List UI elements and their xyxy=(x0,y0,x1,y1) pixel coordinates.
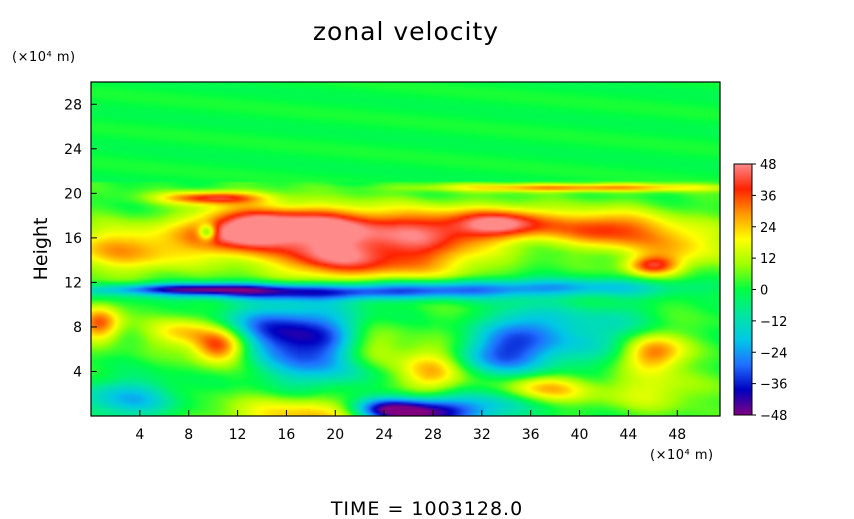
x-axis-ticks: 4 8 12 16 20 24 28 32 36 40 44 48 xyxy=(135,410,686,443)
x-tick-label: 4 xyxy=(135,427,144,443)
x-tick-label: 20 xyxy=(326,427,344,443)
colorbar-tick-label: 12 xyxy=(760,252,777,267)
x-tick-label: 8 xyxy=(184,427,193,443)
colorbar-ticks: 48 36 24 12 0 −12 −24 −36 −48 xyxy=(752,158,787,424)
x-tick-label: 32 xyxy=(473,427,491,443)
chart-title: zonal velocity xyxy=(313,17,499,46)
y-axis-unit: (×10⁴ m) xyxy=(12,50,76,65)
colorbar-tick-label: −36 xyxy=(760,378,787,393)
colorbar-tick-label: −12 xyxy=(760,315,787,330)
colorbar: 48 36 24 12 0 −12 −24 −36 −48 xyxy=(733,158,787,424)
x-axis-unit: (×10⁴ m) xyxy=(650,448,714,463)
time-label: TIME = 1003128.0 xyxy=(330,498,523,519)
x-tick-label: 28 xyxy=(424,427,442,443)
colorbar-tick-label: 0 xyxy=(760,284,768,299)
y-tick-label: 20 xyxy=(64,186,82,202)
plot-area xyxy=(90,81,721,417)
colorbar-tick-label: 48 xyxy=(760,158,777,173)
colorbar-tick-label: −48 xyxy=(760,409,787,424)
y-tick-label: 28 xyxy=(64,97,82,113)
colorbar-tick-label: −24 xyxy=(760,346,787,361)
colorbar-tick-label: 24 xyxy=(760,221,777,236)
x-tick-label: 48 xyxy=(668,427,686,443)
y-tick-label: 4 xyxy=(73,364,82,380)
x-tick-label: 40 xyxy=(571,427,589,443)
x-tick-label: 12 xyxy=(229,427,247,443)
velocity-heatmap xyxy=(91,82,720,416)
x-tick-label: 24 xyxy=(375,427,393,443)
x-tick-label: 16 xyxy=(278,427,296,443)
y-axis-ticks: 4 8 12 16 20 24 28 xyxy=(64,97,97,380)
y-tick-label: 12 xyxy=(64,275,82,291)
y-axis-label: Height xyxy=(30,218,52,281)
x-tick-label: 36 xyxy=(522,427,540,443)
y-tick-label: 24 xyxy=(64,142,82,158)
y-tick-label: 8 xyxy=(73,320,82,336)
colorbar-fill xyxy=(734,164,752,415)
colorbar-tick-label: 36 xyxy=(760,189,777,204)
plot-frame xyxy=(90,81,721,417)
x-tick-label: 44 xyxy=(619,427,637,443)
y-tick-label: 16 xyxy=(64,231,82,247)
